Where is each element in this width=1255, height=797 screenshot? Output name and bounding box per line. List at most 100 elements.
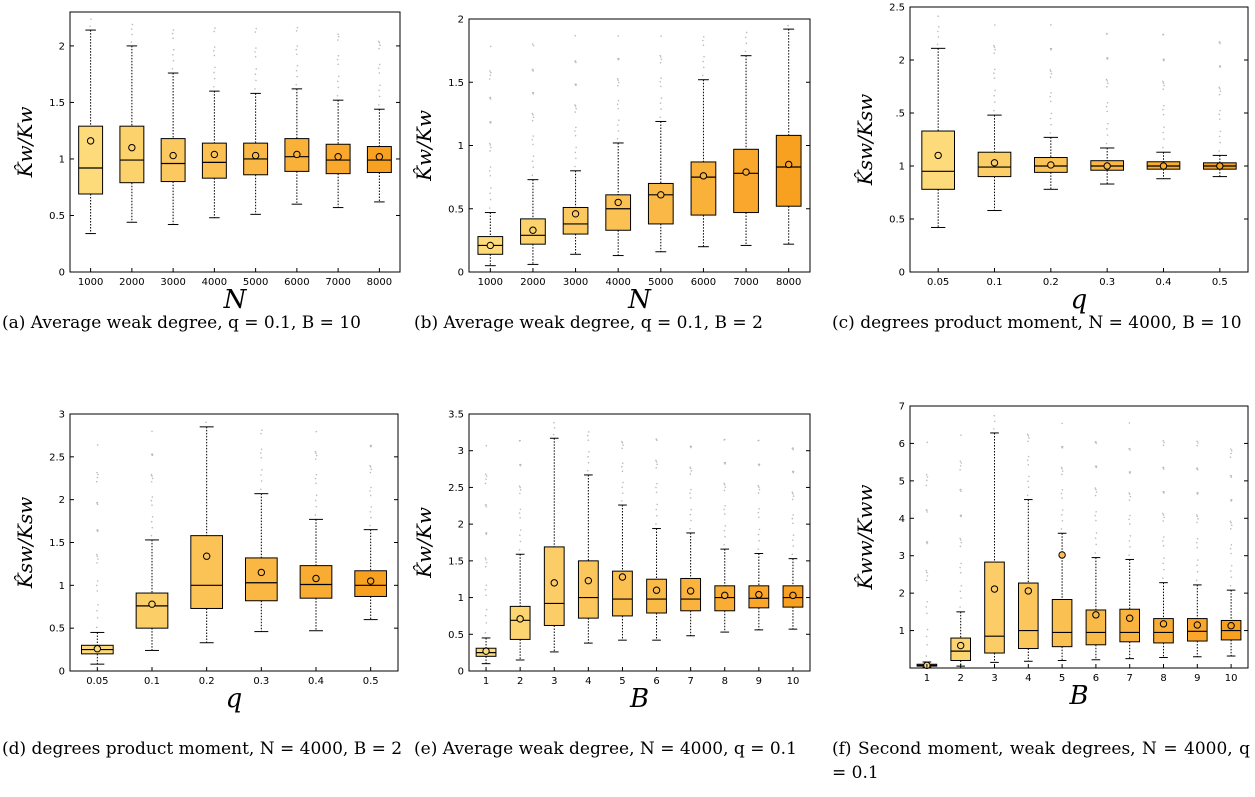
box-body <box>119 125 145 184</box>
outlier-point <box>519 508 522 511</box>
outlier-point <box>586 469 589 472</box>
outlier-point <box>96 590 99 592</box>
outlier-point <box>617 99 620 102</box>
outlier-point <box>724 535 726 538</box>
outlier-point <box>315 452 317 454</box>
outlier-point <box>926 643 928 646</box>
outlier-point <box>1095 491 1098 493</box>
x-tick-label: 6 <box>653 676 659 687</box>
box-0.05 <box>80 444 114 665</box>
y-tick-label: 0 <box>458 268 464 279</box>
box-0.1 <box>977 24 1012 212</box>
outlier-point <box>993 428 995 430</box>
outlier-point <box>994 89 996 92</box>
outlier-point <box>758 486 760 488</box>
outlier-point <box>960 434 962 436</box>
mean-marker <box>486 241 495 250</box>
mean-marker <box>990 585 999 593</box>
outlier-point <box>1163 490 1165 493</box>
outlier-point <box>485 594 487 597</box>
outlier-point <box>337 80 339 83</box>
outlier-point <box>484 614 487 617</box>
outlier-point <box>993 46 996 48</box>
outlier-point <box>1106 110 1108 113</box>
y-tick-label: 1 <box>899 162 905 173</box>
x-tick-label: 1 <box>924 673 930 684</box>
outlier-point <box>295 69 298 72</box>
mean-marker <box>128 143 136 152</box>
mean-marker <box>571 210 580 218</box>
outlier-point <box>1196 570 1199 573</box>
mean-marker <box>584 576 593 585</box>
outlier-point <box>723 482 725 485</box>
outlier-point <box>1163 441 1165 444</box>
outlier-point <box>994 420 996 423</box>
outlier-point <box>1197 492 1199 494</box>
outlier-point <box>484 482 487 485</box>
mean-marker <box>789 591 797 600</box>
outlier-point <box>1218 113 1221 116</box>
outlier-point <box>959 539 962 541</box>
outlier-point <box>574 105 577 108</box>
outlier-point <box>172 54 174 56</box>
outlier-point <box>484 631 487 634</box>
outlier-point <box>1162 146 1164 149</box>
mean-marker <box>148 600 156 608</box>
outlier-point <box>1050 92 1052 94</box>
outlier-point <box>1128 447 1130 450</box>
outlier-point <box>1230 522 1232 524</box>
panel-c: 0 0.5 1.5 2 2.5 0.05 0.1 0.2 0.3 0.4 0.5 q K̂sw/Ksw … <box>828 0 1253 390</box>
outlier-point <box>369 466 372 468</box>
outlier-point <box>622 481 624 484</box>
outlier-point <box>378 72 381 74</box>
outlier-point <box>1128 422 1131 424</box>
x-tick-label: 8000 <box>367 277 392 288</box>
outlier-point <box>518 512 521 514</box>
box-3000 <box>160 29 186 226</box>
y-axis-label: K̂sw/Ksw <box>13 497 37 589</box>
outlier-point <box>758 463 761 466</box>
outlier-point <box>1106 82 1109 85</box>
outlier-point <box>518 485 521 487</box>
outlier-point <box>994 68 996 71</box>
outlier-point <box>370 444 373 447</box>
outlier-point <box>1061 467 1063 470</box>
outlier-point <box>259 488 262 491</box>
outlier-point <box>1049 95 1052 98</box>
outlier-point <box>689 473 692 476</box>
y-axis-label: K̂w/Kw <box>13 107 37 179</box>
outlier-point <box>532 116 535 119</box>
caption-d: (d) degrees product moment, N = 4000, B … <box>2 739 403 759</box>
outlier-point <box>213 46 216 48</box>
x-tick-label: 6000 <box>284 277 309 288</box>
outlier-point <box>1128 492 1130 494</box>
outlier-point <box>1162 131 1164 134</box>
outlier-point <box>1230 452 1232 455</box>
outlier-point <box>336 94 339 97</box>
x-tick-label: 4 <box>585 676 591 687</box>
outlier-point <box>993 94 995 97</box>
outlier-point <box>1197 442 1199 444</box>
outlier-point <box>1027 440 1029 443</box>
outlier-point <box>90 18 92 20</box>
outlier-point <box>1061 509 1064 511</box>
outlier-point <box>532 135 535 137</box>
outlier-point <box>1106 85 1108 88</box>
outlier-point <box>702 74 704 77</box>
outlier-point <box>690 519 692 522</box>
x-tick-label: 8000 <box>776 277 801 288</box>
outlier-point <box>1162 466 1164 469</box>
outlier-point <box>1196 521 1198 524</box>
mean-marker <box>293 150 301 159</box>
panel-e: 0 0.5 1 1.5 2 2.5 3 3.5 1 2 3 4 5 6 7 8 9 10 B K̂w/Kw (e) A… <box>412 400 822 797</box>
outlier-point <box>1219 87 1221 90</box>
outlier-point <box>255 27 258 30</box>
outlier-point <box>1219 90 1222 93</box>
outlier-point <box>485 478 487 480</box>
outlier-point <box>314 499 317 502</box>
outlier-point <box>960 562 962 565</box>
outlier-point <box>959 465 962 467</box>
outlier-point <box>490 121 492 123</box>
outlier-point <box>1229 584 1232 587</box>
outlier-point <box>488 207 491 209</box>
